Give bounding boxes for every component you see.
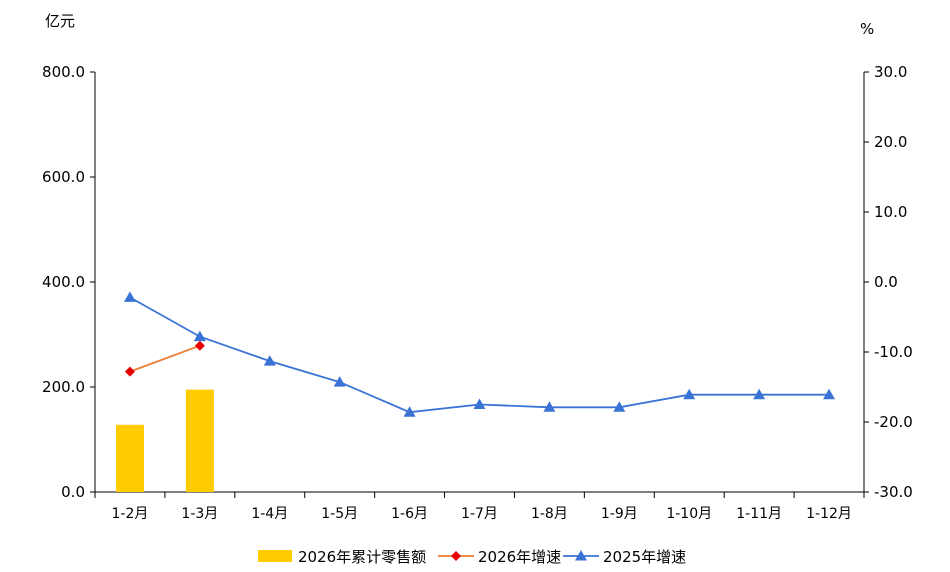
- right-tick-label: -30.0: [874, 483, 913, 501]
- triangle-marker: [403, 406, 416, 417]
- left-tick-label: 0.0: [61, 483, 85, 501]
- triangle-marker: [263, 355, 276, 366]
- x-tick-label: 1-2月: [112, 506, 149, 522]
- x-axis-ticks: 1-2月 1-3月 1-4月 1-5月 1-6月 1-7月 1-8月 1-9月 1-10月 1-1…: [94, 492, 865, 522]
- x-tick-label: 1-4月: [251, 506, 288, 522]
- line-series: [123, 291, 836, 417]
- left-axis-ticks: 800.0 600.0 400.0 200.0 0.0: [42, 63, 95, 501]
- left-tick-label: 800.0: [42, 63, 85, 81]
- right-tick-label: -20.0: [874, 413, 913, 431]
- legend-swatch: [258, 550, 292, 562]
- triangle-marker: [823, 388, 836, 400]
- x-tick-label: 1-9月: [601, 506, 638, 522]
- legend-diamond-marker: [451, 551, 461, 561]
- legend: 2026年累计零售额 2026年增速 2025年增速: [258, 548, 686, 566]
- left-tick-label: 600.0: [42, 168, 85, 186]
- diamond-marker: [124, 366, 135, 377]
- right-tick-label: 20.0: [874, 133, 907, 151]
- triangle-marker: [543, 401, 556, 412]
- triangle-marker: [333, 376, 346, 387]
- legend-label: 2026年累计零售额: [298, 548, 426, 566]
- triangle-marker: [193, 330, 206, 342]
- legend-label: 2025年增速: [603, 548, 686, 566]
- diamond-marker: [194, 340, 205, 351]
- series-line: [129, 344, 201, 373]
- right-axis-unit: %: [860, 20, 874, 38]
- legend-triangle-marker: [575, 550, 587, 561]
- left-tick-label: 200.0: [42, 378, 85, 396]
- right-tick-label: 10.0: [874, 203, 907, 221]
- bar: [185, 389, 214, 492]
- triangle-marker: [123, 291, 136, 302]
- right-tick-label: 30.0: [874, 63, 907, 81]
- triangle-marker: [613, 401, 626, 412]
- x-tick-label: 1-3月: [181, 506, 218, 522]
- triangle-marker: [753, 388, 766, 400]
- bar: [115, 424, 144, 492]
- x-tick-label: 1-6月: [391, 506, 428, 522]
- x-tick-label: 1-7月: [461, 506, 498, 522]
- x-tick-label: 1-8月: [531, 506, 568, 522]
- bar-series: [115, 389, 214, 492]
- left-tick-label: 400.0: [42, 273, 85, 291]
- series-line: [129, 296, 830, 414]
- right-tick-label: 0.0: [874, 273, 898, 291]
- x-tick-label: 1-10月: [666, 506, 712, 522]
- legend-label: 2026年增速: [478, 548, 561, 566]
- right-tick-label: -10.0: [874, 343, 913, 361]
- x-tick-label: 1-12月: [806, 506, 852, 522]
- x-tick-label: 1-11月: [736, 506, 782, 522]
- x-tick-label: 1-5月: [321, 506, 358, 522]
- left-axis-unit: 亿元: [45, 12, 75, 30]
- right-axis-ticks: 30.0 20.0 10.0 0.0 -10.0 -20.0 -30.0: [864, 63, 913, 501]
- triangle-marker: [473, 398, 486, 409]
- triangle-marker: [683, 388, 696, 400]
